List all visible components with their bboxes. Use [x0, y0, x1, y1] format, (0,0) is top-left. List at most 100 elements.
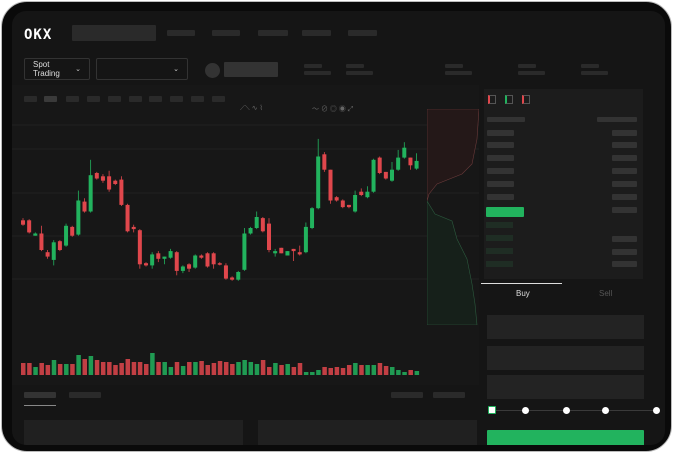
- volume-bar: [254, 364, 260, 375]
- timeframe-button[interactable]: [87, 96, 100, 102]
- timeframe-button[interactable]: [66, 96, 79, 102]
- market-type-dropdown[interactable]: Spot Trading ⌄: [24, 58, 90, 80]
- volume-bar: [125, 359, 131, 375]
- nav-item[interactable]: [302, 30, 331, 36]
- bid-amount: [612, 236, 637, 242]
- stat-label: [581, 64, 599, 68]
- timeframe-button[interactable]: [24, 96, 37, 102]
- candle-body: [217, 263, 222, 265]
- last-price-amount: [612, 207, 637, 213]
- candlestick-chart[interactable]: [12, 85, 479, 385]
- volume-bar: [285, 364, 290, 375]
- candle-body: [187, 264, 192, 269]
- market-type-label: Spot Trading: [33, 60, 60, 78]
- bottom-tab-history[interactable]: [69, 392, 101, 398]
- volume-bar: [414, 371, 420, 375]
- candle-body: [371, 159, 376, 192]
- okx-logo[interactable]: OKX: [24, 27, 53, 43]
- ask-price: [487, 142, 514, 148]
- last-price-badge: [486, 207, 524, 217]
- bottom-filter[interactable]: [391, 392, 423, 398]
- volume-bar: [137, 362, 143, 375]
- volume-bar: [82, 359, 87, 375]
- candle-body: [150, 254, 155, 266]
- candle-body: [193, 255, 198, 268]
- volume-bar: [377, 363, 383, 375]
- tab-sell[interactable]: Sell: [599, 289, 613, 298]
- volume-bar: [242, 360, 247, 375]
- candle-body: [125, 204, 130, 232]
- volume-bar: [156, 362, 161, 375]
- leverage-slider-track[interactable]: [492, 410, 658, 411]
- candle-body: [174, 252, 179, 271]
- volume-bar: [230, 364, 235, 375]
- bid-price: [486, 248, 513, 254]
- timeframe-button[interactable]: [129, 96, 142, 102]
- slider-step[interactable]: [602, 407, 609, 414]
- timeframe-button[interactable]: [191, 96, 204, 102]
- orders-panel: [24, 420, 243, 445]
- candle-body: [180, 266, 185, 271]
- candle-body: [291, 248, 296, 252]
- buy-button[interactable]: [487, 430, 644, 445]
- leverage-slider-handle[interactable]: [488, 406, 496, 414]
- nav-item[interactable]: [348, 30, 377, 36]
- ask-amount: [612, 130, 637, 136]
- volume-bar: [359, 365, 364, 375]
- volume-bar: [119, 363, 124, 375]
- bottom-tab-open-orders[interactable]: [24, 392, 56, 398]
- timeframe-button[interactable]: [44, 96, 57, 102]
- candle-body: [260, 218, 265, 232]
- bottom-filter[interactable]: [433, 392, 465, 398]
- timeframe-button[interactable]: [108, 96, 121, 102]
- candle-body: [107, 176, 112, 190]
- amount-input[interactable]: [487, 346, 644, 370]
- ask-amount: [612, 181, 637, 187]
- candle-body: [205, 253, 210, 267]
- slider-step[interactable]: [563, 407, 570, 414]
- candle-body: [21, 220, 25, 225]
- volume-bar: [205, 365, 210, 375]
- candle-body: [285, 251, 290, 256]
- chart-panel[interactable]: [12, 85, 479, 385]
- volume-bar: [248, 362, 254, 375]
- candle-body: [383, 171, 388, 179]
- bid-price: [486, 235, 513, 241]
- nav-item[interactable]: [258, 30, 288, 36]
- tab-buy[interactable]: Buy: [516, 289, 530, 298]
- candle-body: [365, 191, 370, 198]
- candle-body: [33, 233, 38, 236]
- drawing-tools-icon[interactable]: 〜 ⊘ ◎ ◉ ⤢: [312, 106, 354, 113]
- timeframe-button[interactable]: [170, 96, 183, 102]
- pair-dropdown[interactable]: ⌄: [96, 58, 188, 80]
- indicator-icon[interactable]: ⟋⟍ ∿ ⌇: [240, 105, 263, 112]
- candle-body: [414, 160, 419, 169]
- candle-body: [230, 277, 235, 280]
- volume-bar: [260, 360, 266, 375]
- orderbook-asks-icon[interactable]: [522, 95, 530, 104]
- total-input[interactable]: [487, 375, 644, 399]
- candle-body: [359, 191, 364, 195]
- candle-body: [199, 255, 204, 258]
- candle-body: [322, 154, 327, 170]
- nav-item[interactable]: [212, 30, 240, 36]
- timeframe-button[interactable]: [149, 96, 162, 102]
- search-bar[interactable]: [72, 25, 156, 41]
- price-input[interactable]: [487, 315, 644, 339]
- timeframe-button[interactable]: [212, 96, 225, 102]
- volume-bar: [353, 363, 358, 375]
- volume-bar: [322, 367, 327, 375]
- volume-bar: [328, 368, 333, 375]
- slider-step[interactable]: [522, 407, 529, 414]
- stat-value: [518, 71, 545, 75]
- candle-body: [273, 251, 278, 254]
- volume-bar: [57, 364, 63, 375]
- candle-body: [156, 253, 161, 259]
- candle-body: [113, 180, 118, 184]
- orderbook-both-icon[interactable]: [488, 95, 496, 104]
- orderbook-header: [597, 117, 637, 122]
- orderbook-bids-icon[interactable]: [505, 95, 513, 104]
- nav-item[interactable]: [167, 30, 195, 36]
- slider-step[interactable]: [653, 407, 660, 414]
- candle-body: [82, 201, 87, 212]
